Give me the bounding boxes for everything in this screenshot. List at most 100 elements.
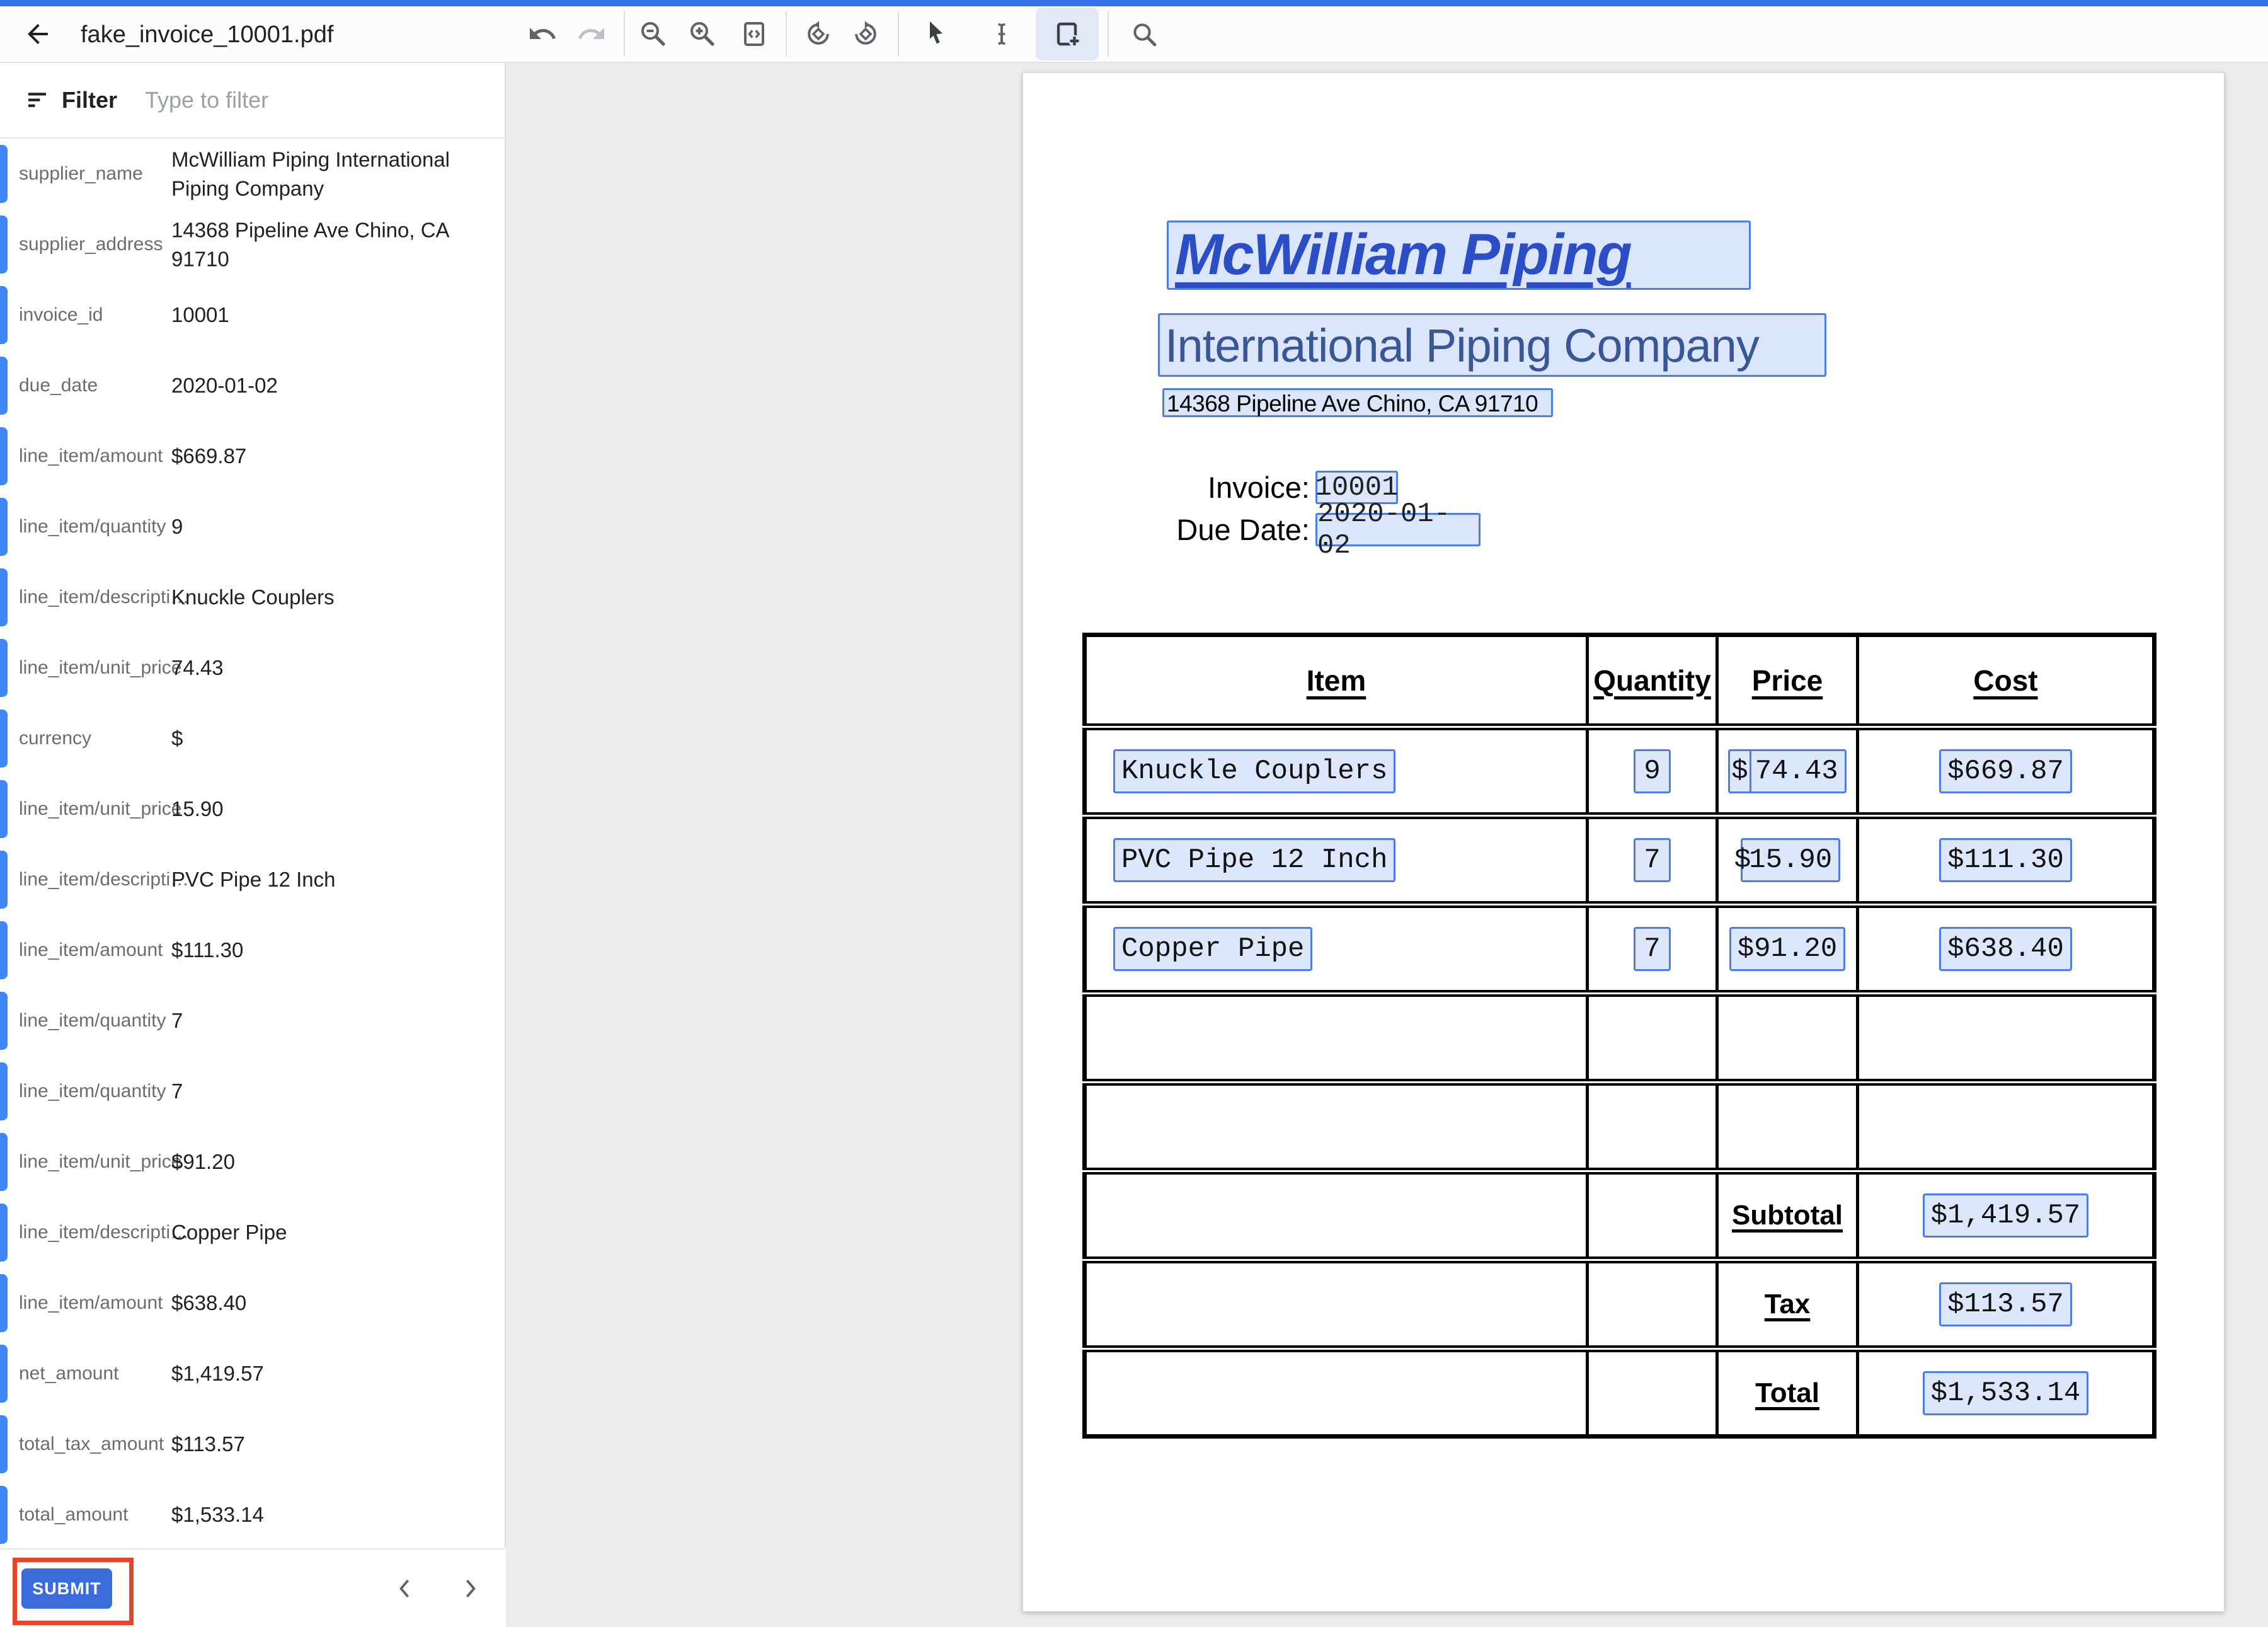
field-value[interactable]: $1,533.14 xyxy=(171,1503,264,1527)
field-value[interactable]: $111.30 xyxy=(171,938,244,962)
zoom-out-button[interactable] xyxy=(638,19,668,49)
field-label: total_amount xyxy=(19,1504,129,1525)
select-tool-button[interactable] xyxy=(921,19,951,49)
field-row[interactable]: line_item/unit_price $91.20 xyxy=(0,1127,505,1197)
quantity-annotation[interactable]: 9 xyxy=(1634,749,1671,793)
field-label: line_item/amount xyxy=(19,1292,163,1313)
tax-label: Tax xyxy=(1764,1289,1811,1319)
field-accent-bar xyxy=(0,1415,8,1473)
field-value[interactable]: PVC Pipe 12 Inch xyxy=(171,868,336,892)
toolbar-divider xyxy=(624,11,625,57)
cost-annotation[interactable]: $638.40 xyxy=(1939,927,2072,971)
field-label: currency xyxy=(19,728,92,749)
tax-annotation[interactable]: $113.57 xyxy=(1939,1282,2072,1326)
field-row[interactable]: total_amount $1,533.14 xyxy=(0,1480,505,1550)
item-annotation[interactable]: PVC Pipe 12 Inch xyxy=(1113,838,1396,882)
add-box-icon xyxy=(1057,22,1080,47)
previous-page-button[interactable] xyxy=(391,1575,419,1602)
currency-symbol: $ xyxy=(1734,844,1751,876)
field-row[interactable]: line_item/descripti… PVC Pipe 12 Inch xyxy=(0,844,505,915)
text-select-tool-button[interactable] xyxy=(987,19,1017,49)
col-header-cost: Cost xyxy=(1856,635,2155,727)
total-annotation[interactable]: $1,533.14 xyxy=(1922,1371,2089,1415)
field-row[interactable]: line_item/amount $638.40 xyxy=(0,1268,505,1338)
item-annotation[interactable]: Knuckle Couplers xyxy=(1113,749,1396,793)
field-value[interactable]: McWilliam Piping International Piping Co… xyxy=(171,147,450,200)
field-row[interactable]: currency $ xyxy=(0,703,505,774)
field-value[interactable]: 7 xyxy=(171,1079,183,1103)
field-row[interactable]: supplier_address 14368 Pipeline Ave Chin… xyxy=(0,209,505,280)
item-annotation[interactable]: Copper Pipe xyxy=(1113,927,1313,971)
invoice-table: Item Quantity Price Cost Knuckle Coupler… xyxy=(1082,633,2156,1439)
rotate-right-button[interactable] xyxy=(850,19,881,49)
quantity-annotation[interactable]: 7 xyxy=(1634,838,1671,882)
field-value[interactable]: Copper Pipe xyxy=(171,1221,287,1245)
cost-annotation[interactable]: $111.30 xyxy=(1939,838,2072,882)
field-value[interactable]: 15.90 xyxy=(171,797,224,821)
supplier-name-annotation-line1[interactable]: McWilliam Piping xyxy=(1167,221,1751,290)
supplier-name-annotation-line2[interactable]: International Piping Company xyxy=(1158,313,1826,377)
field-accent-bar xyxy=(0,1204,8,1262)
field-label: line_item/unit_price xyxy=(19,1151,182,1172)
cost-annotation[interactable]: $669.87 xyxy=(1939,749,2072,793)
filter-input[interactable] xyxy=(144,86,386,114)
submit-button[interactable]: SUBMIT xyxy=(21,1568,112,1609)
field-row[interactable]: line_item/unit_price 74.43 xyxy=(0,633,505,703)
field-row[interactable]: total_tax_amount $113.57 xyxy=(0,1409,505,1480)
zoom-in-button[interactable] xyxy=(687,19,718,49)
subtotal-annotation[interactable]: $1,419.57 xyxy=(1922,1193,2089,1238)
due-date-annotation[interactable]: 2020-01-02 xyxy=(1315,498,1480,561)
field-accent-bar xyxy=(0,1345,8,1403)
top-accent-strip xyxy=(0,0,2268,6)
back-button[interactable] xyxy=(23,19,53,49)
add-bounding-box-tool-button[interactable] xyxy=(1052,19,1082,49)
field-value[interactable]: $113.57 xyxy=(171,1432,245,1456)
search-button[interactable] xyxy=(1129,19,1159,49)
field-row[interactable]: supplier_name McWilliam Piping Internati… xyxy=(0,139,505,209)
field-value[interactable]: $91.20 xyxy=(171,1150,235,1174)
field-row[interactable]: line_item/quantity 9 xyxy=(0,492,505,562)
field-row[interactable]: line_item/descripti… Copper Pipe xyxy=(0,1197,505,1268)
quantity-annotation[interactable]: 7 xyxy=(1634,927,1671,971)
field-label: line_item/descripti… xyxy=(19,869,190,890)
field-row[interactable]: invoice_id 10001 xyxy=(0,280,505,350)
field-row[interactable]: line_item/amount $669.87 xyxy=(0,421,505,492)
field-row[interactable]: net_amount $1,419.57 xyxy=(0,1338,505,1409)
field-label: supplier_address xyxy=(19,234,163,255)
document-viewer[interactable]: McWilliam Piping International Piping Co… xyxy=(506,63,2268,1627)
field-value[interactable]: $1,419.57 xyxy=(171,1362,264,1386)
field-row[interactable]: line_item/quantity 7 xyxy=(0,986,505,1056)
unit-price-annotation[interactable]: 74.43 xyxy=(1746,749,1847,793)
field-value[interactable]: 2020-01-02 xyxy=(171,374,278,398)
doc-subtitle: International Piping Company xyxy=(1165,319,1760,372)
total-label: Total xyxy=(1755,1377,1819,1408)
rotate-left-button[interactable] xyxy=(803,19,833,49)
unit-price-annotation[interactable]: $91.20 xyxy=(1729,927,1846,971)
fit-to-page-button[interactable] xyxy=(739,19,769,49)
next-page-button[interactable] xyxy=(456,1575,484,1602)
field-row[interactable]: line_item/unit_price 15.90 xyxy=(0,774,505,844)
field-label: line_item/descripti… xyxy=(19,587,190,607)
field-row[interactable]: line_item/quantity 7 xyxy=(0,1056,505,1127)
field-row[interactable]: line_item/amount $111.30 xyxy=(0,915,505,986)
currency-annotation[interactable]: $ xyxy=(1728,749,1751,793)
supplier-address-annotation[interactable]: 14368 Pipeline Ave Chino, CA 91710 xyxy=(1162,388,1553,417)
field-value[interactable]: 7 xyxy=(171,1009,183,1033)
field-value[interactable]: 74.43 xyxy=(171,656,224,680)
field-value[interactable]: $638.40 xyxy=(171,1291,247,1315)
unit-price-annotation[interactable]: 15.90 xyxy=(1741,838,1841,882)
field-value[interactable]: Knuckle Couplers xyxy=(171,585,335,609)
field-row[interactable]: line_item/descripti… Knuckle Couplers xyxy=(0,562,505,633)
field-value[interactable]: 14368 Pipeline Ave Chino, CA 91710 xyxy=(171,218,449,270)
field-accent-bar xyxy=(0,568,8,626)
field-value[interactable]: $ xyxy=(171,727,183,750)
field-value[interactable]: 9 xyxy=(171,515,183,539)
field-value[interactable]: $669.87 xyxy=(171,444,247,468)
invoice-id-annotation[interactable]: 10001 xyxy=(1315,471,1399,504)
field-accent-bar xyxy=(0,498,8,556)
field-value[interactable]: 10001 xyxy=(171,303,229,327)
field-row[interactable]: due_date 2020-01-02 xyxy=(0,350,505,421)
undo-button[interactable] xyxy=(527,19,558,49)
redo-button[interactable] xyxy=(576,19,607,49)
